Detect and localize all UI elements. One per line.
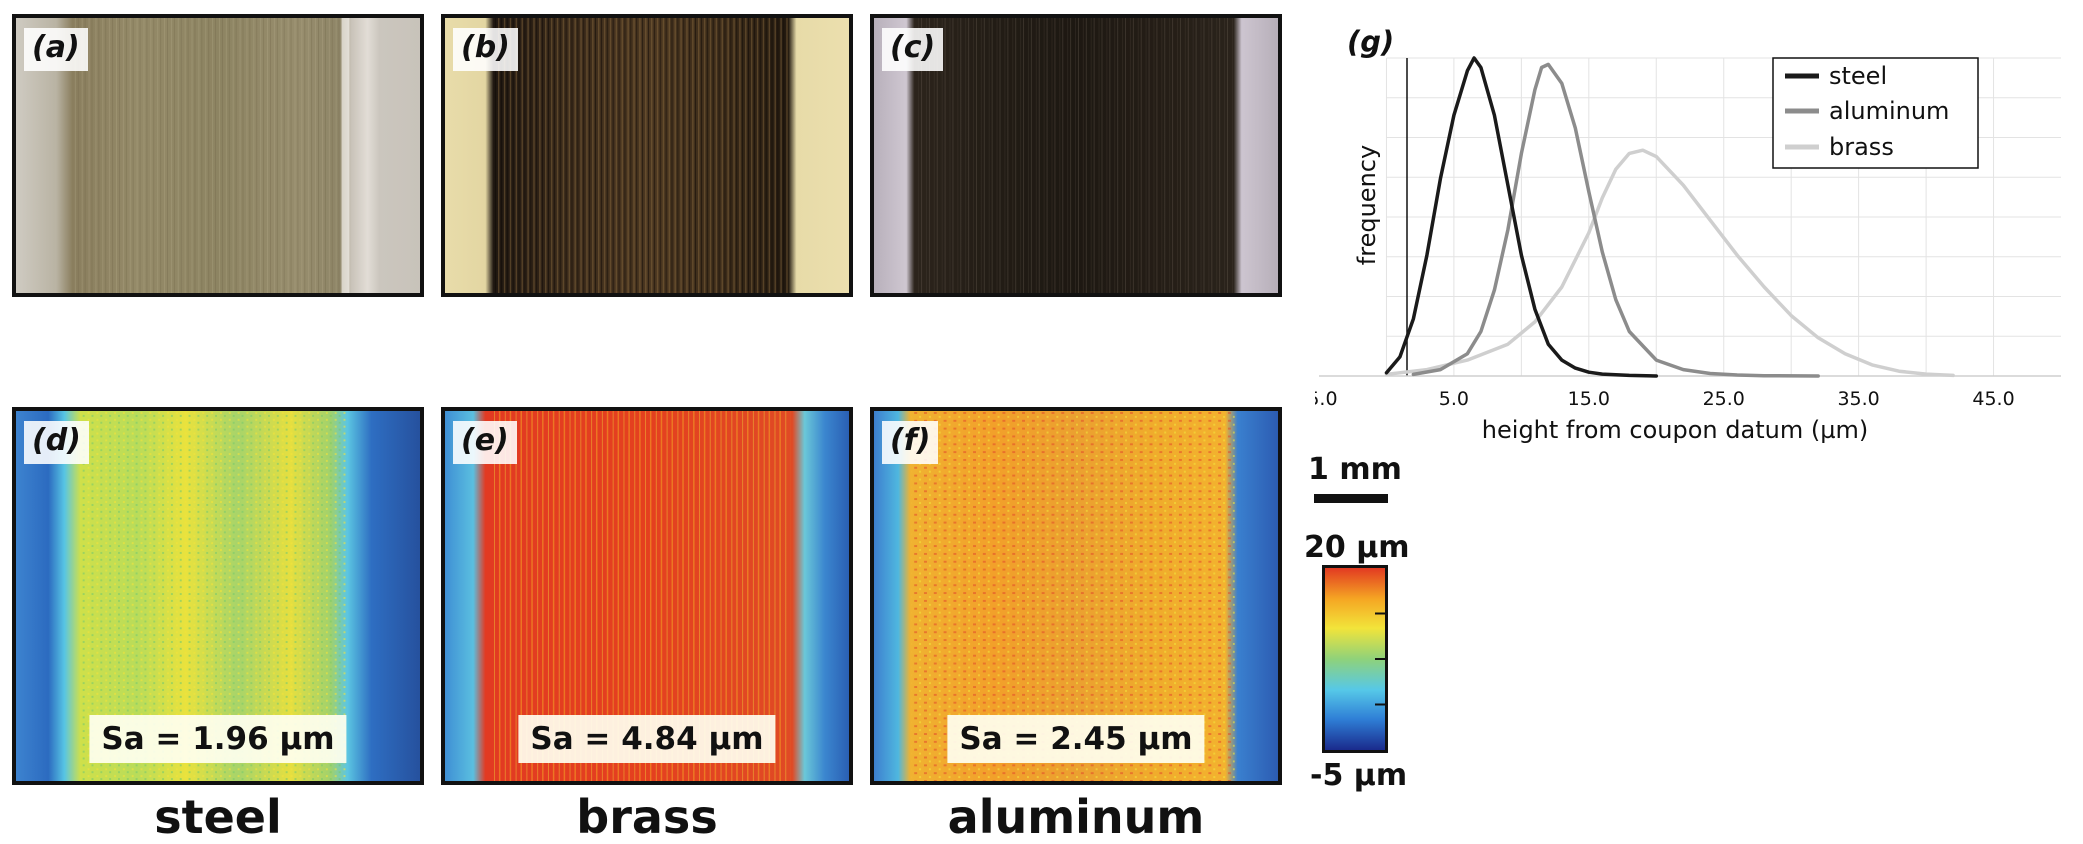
- x-tick-label: -5.0: [1315, 388, 1338, 410]
- colorbar-min-label: -5 µm: [1310, 758, 1408, 793]
- series-line-brass: [1384, 148, 1955, 378]
- chart-panel-label: (g): [1347, 25, 1394, 59]
- brass-sa-value: Sa = 4.84 µm: [518, 715, 776, 763]
- steel-sa-value: Sa = 1.96 µm: [89, 715, 347, 763]
- panel-e-label: (e): [453, 421, 517, 464]
- panel-c-label: (c): [882, 28, 944, 71]
- colorbar: [1322, 565, 1388, 753]
- legend-label-steel: steel: [1829, 62, 1887, 90]
- scale-bar-label: 1 mm: [1308, 452, 1402, 487]
- series-line-aluminum: [1411, 62, 1820, 378]
- material-label-steel: steel: [154, 790, 282, 844]
- scale-bar: [1314, 494, 1388, 503]
- height-distribution-chart: -5.0 5.0 15.0 25.0 35.0 45.0 (g) frequency he…: [1315, 25, 2061, 444]
- aluminum-sa-value: Sa = 2.45 µm: [947, 715, 1205, 763]
- panel-a-steel-optical: (a): [12, 14, 424, 297]
- panel-f-label: (f): [882, 421, 939, 464]
- x-tick-label: 35.0: [1837, 388, 1879, 410]
- panel-c-aluminum-optical: (c): [870, 14, 1282, 297]
- chart-legend: steel aluminum brass: [1772, 57, 1979, 169]
- chart-series: [1384, 56, 1955, 378]
- y-axis-label: frequency: [1353, 145, 1381, 265]
- panel-d-label: (d): [24, 421, 89, 464]
- series-line-steel: [1384, 56, 1659, 378]
- panel-b-brass-optical: (b): [441, 14, 853, 297]
- legend-label-aluminum: aluminum: [1829, 97, 1949, 125]
- panel-d-steel-heightmap: (d) Sa = 1.96 µm: [12, 407, 424, 785]
- panel-e-brass-heightmap: (e) Sa = 4.84 µm: [441, 407, 853, 785]
- material-label-aluminum: aluminum: [947, 790, 1205, 844]
- panel-f-aluminum-heightmap: (f) Sa = 2.45 µm: [870, 407, 1282, 785]
- colorbar-max-label: 20 µm: [1304, 530, 1410, 565]
- x-tick-label: 25.0: [1703, 388, 1745, 410]
- steel-optical-image: [16, 18, 420, 293]
- legend-label-brass: brass: [1829, 133, 1894, 161]
- x-tick-label: 15.0: [1568, 388, 1610, 410]
- x-tick-label: 45.0: [1972, 388, 2014, 410]
- chart-x-ticks: -5.0 5.0 15.0 25.0 35.0 45.0: [1315, 388, 2015, 410]
- x-axis-label: height from coupon datum (µm): [1482, 416, 1868, 444]
- panel-b-label: (b): [453, 28, 518, 71]
- colorbar-gradient: [1325, 568, 1385, 750]
- x-tick-label: 5.0: [1439, 388, 1469, 410]
- material-label-brass: brass: [576, 790, 718, 844]
- panel-a-label: (a): [24, 28, 88, 71]
